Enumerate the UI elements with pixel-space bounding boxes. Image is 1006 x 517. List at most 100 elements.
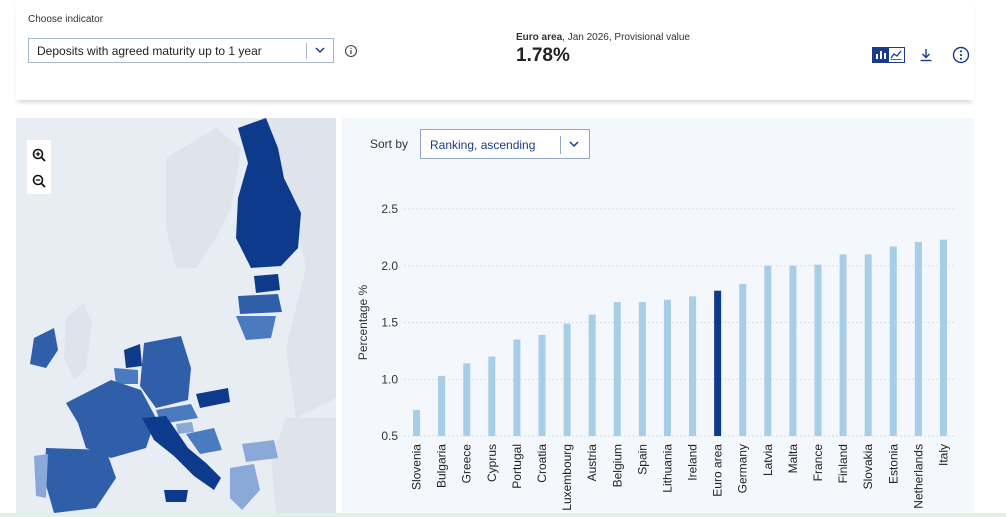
zoom-in-icon[interactable]	[32, 148, 46, 162]
map-country-italy[interactable]	[142, 416, 221, 490]
x-tick-label: Croatia	[535, 444, 549, 483]
bar-lithuania	[663, 299, 671, 436]
bar-greece	[463, 363, 471, 436]
zoom-out-icon[interactable]	[32, 174, 46, 188]
bar-euro-area	[714, 290, 722, 436]
bar-luxembourg	[563, 323, 571, 436]
bar-estonia	[889, 246, 897, 436]
bar-bulgaria	[438, 375, 446, 436]
europe-map[interactable]	[16, 118, 336, 513]
x-tick-label: Estonia	[886, 444, 900, 484]
x-tick-label: Netherlands	[911, 444, 925, 509]
sort-select-value: Ranking, ascending	[430, 138, 536, 152]
x-tick-label: Italy	[936, 444, 950, 466]
bar-germany	[739, 283, 747, 436]
map-country-germany[interactable]	[140, 336, 191, 408]
bar-chart-icon[interactable]	[873, 48, 889, 62]
map-canvas	[16, 118, 336, 513]
kpi-period: , Jan 2026, Provisional value	[562, 32, 690, 43]
map-region-east	[261, 118, 336, 418]
x-tick-label: Malta	[786, 444, 800, 474]
map-country-belgium[interactable]	[114, 368, 138, 384]
indicator-panel: Choose indicator Deposits with agreed ma…	[16, 0, 974, 100]
bar-croatia	[538, 334, 546, 436]
bar-italy	[939, 239, 947, 436]
bar-portugal	[513, 339, 521, 436]
map-country-finland[interactable]	[236, 118, 301, 268]
x-tick-label: Slovenia	[410, 444, 424, 490]
x-tick-label: Cyprus	[485, 444, 499, 482]
x-tick-label: Germany	[736, 444, 750, 493]
x-tick-label: Finland	[836, 444, 850, 483]
select-divider	[306, 43, 307, 59]
y-tick-label: 2.5	[381, 202, 398, 216]
x-tick-label: France	[811, 444, 825, 482]
map-country-slovenia[interactable]	[176, 422, 194, 434]
bar-austria	[588, 314, 596, 436]
bar-slovenia	[413, 409, 421, 436]
map-country-bulgaria[interactable]	[242, 440, 278, 462]
bar-belgium	[613, 302, 621, 436]
sort-select[interactable]: Ranking, ascending	[420, 129, 590, 159]
more-options-icon[interactable]	[952, 46, 970, 64]
x-tick-label: Latvia	[761, 444, 775, 476]
x-tick-label: Belgium	[610, 444, 624, 487]
map-country-estonia[interactable]	[254, 274, 280, 293]
bar-chart: 0.5 1.0 1.5 2.0 2.5 Percentage % Slovenia Bulga…	[356, 202, 956, 511]
line-chart-icon[interactable]	[889, 48, 905, 62]
bar-ireland	[689, 296, 697, 436]
bar-netherlands	[914, 241, 922, 436]
kpi-area: Euro area	[516, 32, 563, 43]
y-tick-label: 2.0	[381, 259, 398, 273]
map-country-france[interactable]	[66, 380, 156, 458]
x-tick-label: Ireland	[686, 444, 700, 481]
chevron-down-icon	[569, 141, 579, 148]
kpi-value: 1.78%	[516, 45, 570, 66]
x-tick-label: Lithuania	[660, 444, 674, 493]
x-tick-label: Slovakia	[861, 444, 875, 490]
y-tick-label: 0.5	[381, 429, 398, 443]
map-country-croatia[interactable]	[186, 428, 222, 454]
y-axis-title: Percentage %	[356, 284, 370, 360]
page-bottom-border	[0, 513, 1006, 517]
y-tick-label: 1.0	[381, 372, 398, 386]
map-country-ireland[interactable]	[30, 328, 58, 368]
x-tick-label: Greece	[460, 444, 474, 484]
map-country-portugal[interactable]	[34, 454, 48, 498]
sort-select-divider	[560, 136, 561, 154]
chart-type-toggle[interactable]	[872, 47, 905, 63]
bar-slovakia	[864, 254, 872, 436]
map-region-southeast	[271, 418, 336, 513]
info-icon[interactable]	[344, 44, 358, 58]
map-country-lithuania[interactable]	[236, 316, 276, 340]
x-tick-label: Spain	[635, 444, 649, 475]
zoom-controls	[27, 140, 51, 194]
chart-panel: Sort by Ranking, ascending 0.5 1.0 1.5 2.0 2…	[342, 118, 974, 513]
bar-spain	[638, 302, 646, 436]
x-tick-label: Luxembourg	[560, 444, 574, 511]
bar-finland	[839, 254, 847, 436]
download-icon[interactable]	[918, 47, 934, 63]
chevron-down-icon	[315, 47, 325, 54]
bar-cyprus	[488, 356, 496, 436]
x-tick-label: Portugal	[510, 444, 524, 489]
map-country-netherlands[interactable]	[124, 344, 142, 368]
y-tick-label: 1.5	[381, 316, 398, 330]
indicator-select[interactable]: Deposits with agreed maturity up to 1 ye…	[28, 38, 334, 63]
kpi-caption: Euro area, Jan 2026, Provisional value	[516, 32, 690, 43]
map-country-slovakia[interactable]	[196, 388, 230, 408]
map-country-spain[interactable]	[44, 448, 116, 513]
map-country-latvia[interactable]	[238, 294, 282, 314]
choose-indicator-label: Choose indicator	[28, 14, 104, 25]
map-region-uk	[64, 303, 92, 380]
indicator-select-value: Deposits with agreed maturity up to 1 ye…	[37, 44, 262, 58]
map-country-greece[interactable]	[230, 464, 260, 510]
bar-latvia	[764, 265, 772, 436]
x-tick-label: Austria	[585, 444, 599, 482]
bar-malta	[789, 265, 797, 436]
x-tick-label: Euro area	[711, 444, 725, 497]
sort-by-label: Sort by	[370, 137, 409, 151]
x-tick-label: Bulgaria	[435, 444, 449, 488]
map-region-scandinavia	[166, 128, 241, 268]
map-country-sicily[interactable]	[164, 490, 188, 502]
